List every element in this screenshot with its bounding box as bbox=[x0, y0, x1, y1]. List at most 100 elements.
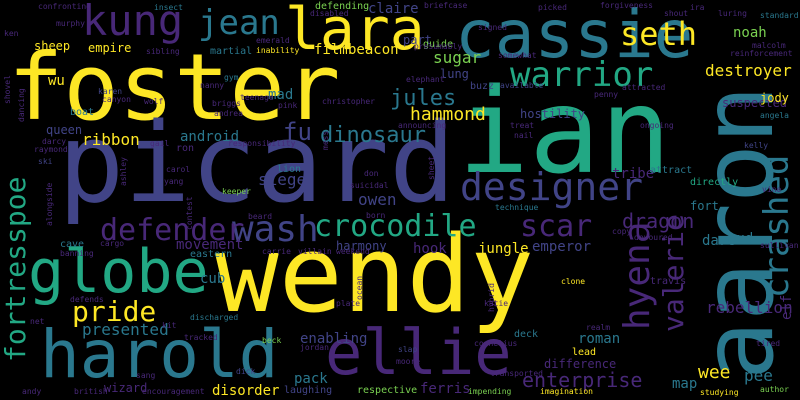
word-nail: nail bbox=[514, 131, 534, 140]
word-scar: scar bbox=[520, 209, 593, 244]
word-andrea: andrea bbox=[214, 109, 243, 118]
word-destroyer: destroyer bbox=[705, 61, 792, 80]
word-elf: elf bbox=[779, 294, 795, 320]
word-defending: defending bbox=[315, 1, 370, 12]
word-signed: signed bbox=[478, 23, 507, 32]
word-respective: respective bbox=[357, 385, 418, 396]
word-ian: ian bbox=[458, 62, 672, 200]
word-defends: defends bbox=[70, 295, 104, 304]
word-dinosaur: dinosaur bbox=[320, 123, 426, 148]
word-siege: siege bbox=[258, 170, 307, 189]
word-beck: beck bbox=[262, 336, 282, 345]
word-encouragement: encouragement bbox=[142, 387, 205, 396]
word-dick: dick bbox=[236, 367, 256, 376]
word-designer: designer bbox=[460, 165, 644, 209]
word-picked: picked bbox=[538, 3, 567, 12]
word-empire: empire bbox=[88, 41, 132, 55]
word-fu: fu bbox=[283, 118, 312, 146]
word-pee: pee bbox=[744, 366, 773, 385]
word-treat: treat bbox=[510, 121, 535, 130]
word-tired: tired bbox=[756, 339, 781, 348]
word-shovel: shovel bbox=[3, 75, 12, 104]
word-ron: ron bbox=[176, 143, 195, 154]
word-tracked: tracked bbox=[184, 333, 218, 342]
word-teenage: teenage bbox=[240, 93, 274, 102]
word-harold: harold bbox=[40, 316, 279, 393]
word-transported: transported bbox=[490, 369, 543, 378]
word-attracted: attracted bbox=[622, 83, 666, 92]
word-sugar: sugar bbox=[433, 48, 482, 67]
word-globe: globe bbox=[28, 237, 209, 307]
word-ellie: ellie bbox=[325, 316, 512, 389]
word-gym: gym bbox=[224, 73, 239, 82]
word-nanny: nanny bbox=[200, 81, 225, 90]
word-forgiveness: forgiveness bbox=[600, 1, 653, 10]
word-wizard: wizard bbox=[104, 381, 148, 395]
word-cub: cub bbox=[200, 271, 226, 287]
word-pack: pack bbox=[294, 371, 328, 387]
word-hostility: hostility bbox=[520, 107, 586, 121]
word-disorder: disorder bbox=[212, 383, 280, 399]
word-difference: difference bbox=[544, 357, 617, 371]
word-alongside: alongside bbox=[45, 182, 54, 226]
word-announcing: announcing bbox=[398, 121, 447, 130]
word-villain: villain bbox=[298, 247, 332, 256]
word-dancing: dancing bbox=[17, 88, 26, 122]
word-kelly: kelly bbox=[744, 141, 769, 150]
word-ocean: ocean bbox=[355, 275, 364, 300]
word-travis: travis bbox=[650, 276, 687, 287]
word-cassie: cassie bbox=[455, 0, 694, 73]
word-presumably: presumably bbox=[414, 42, 463, 51]
word-carol: carol bbox=[166, 165, 191, 174]
word-ski: ski bbox=[38, 157, 53, 166]
word-beard: beard bbox=[248, 212, 273, 221]
word-contest: contest bbox=[185, 196, 194, 230]
word-lion: lion bbox=[277, 164, 302, 175]
word-yang: yang bbox=[164, 177, 184, 186]
word-martial: martial bbox=[210, 46, 253, 57]
word-defender: defender bbox=[100, 213, 245, 248]
word-penny: penny bbox=[594, 90, 619, 99]
word-pink: pink bbox=[278, 101, 298, 110]
word-christopher: christopher bbox=[322, 97, 375, 106]
word-enabling: enabling bbox=[300, 331, 368, 347]
word-sheep: sheep bbox=[34, 39, 71, 53]
word-ongoing: ongoing bbox=[640, 121, 674, 130]
word-insect: insect bbox=[154, 3, 183, 12]
word-wendy: wendy bbox=[215, 213, 535, 336]
word-kung: kung bbox=[82, 0, 184, 45]
word-roman: roman bbox=[578, 331, 621, 347]
word-available: available bbox=[500, 81, 544, 90]
word-boat: boat bbox=[70, 107, 95, 118]
word-mad: mad bbox=[268, 87, 294, 103]
word-karen: karen bbox=[98, 87, 123, 96]
word-pride: pride bbox=[72, 295, 157, 328]
word-jungle: jungle bbox=[478, 241, 529, 257]
word-keeper: keeper bbox=[222, 187, 251, 196]
word-suicidal: suicidal bbox=[350, 181, 389, 190]
word-net: net bbox=[30, 317, 45, 326]
word-moore: moore bbox=[396, 357, 421, 366]
word-cave: cave bbox=[60, 239, 85, 250]
word-part: part bbox=[403, 33, 432, 47]
word-noah: noah bbox=[733, 25, 767, 41]
word-lara: lara bbox=[285, 0, 425, 63]
word-darcy: darcy bbox=[42, 137, 67, 146]
word-angela: angela bbox=[760, 111, 789, 120]
word-imagination: imagination bbox=[540, 387, 593, 396]
word-clone: clone bbox=[561, 277, 586, 286]
word-slap: slap bbox=[398, 345, 418, 354]
word-attract: attract bbox=[650, 165, 693, 176]
word-crocodile: crocodile bbox=[314, 209, 477, 244]
word-rebellion: rebellion bbox=[706, 298, 793, 317]
word-wash: wash bbox=[232, 209, 319, 250]
word-ashley: ashley bbox=[119, 157, 128, 186]
word-impending: impending bbox=[468, 387, 512, 396]
word-gail: gail bbox=[150, 139, 170, 148]
word-jody: jody bbox=[760, 91, 789, 105]
word-dare: dare bbox=[702, 233, 736, 249]
word-crashed: crashed bbox=[757, 154, 797, 298]
word-owen: owen bbox=[358, 190, 397, 209]
word-android: android bbox=[180, 129, 240, 145]
word-emerald: emerald bbox=[256, 36, 290, 45]
